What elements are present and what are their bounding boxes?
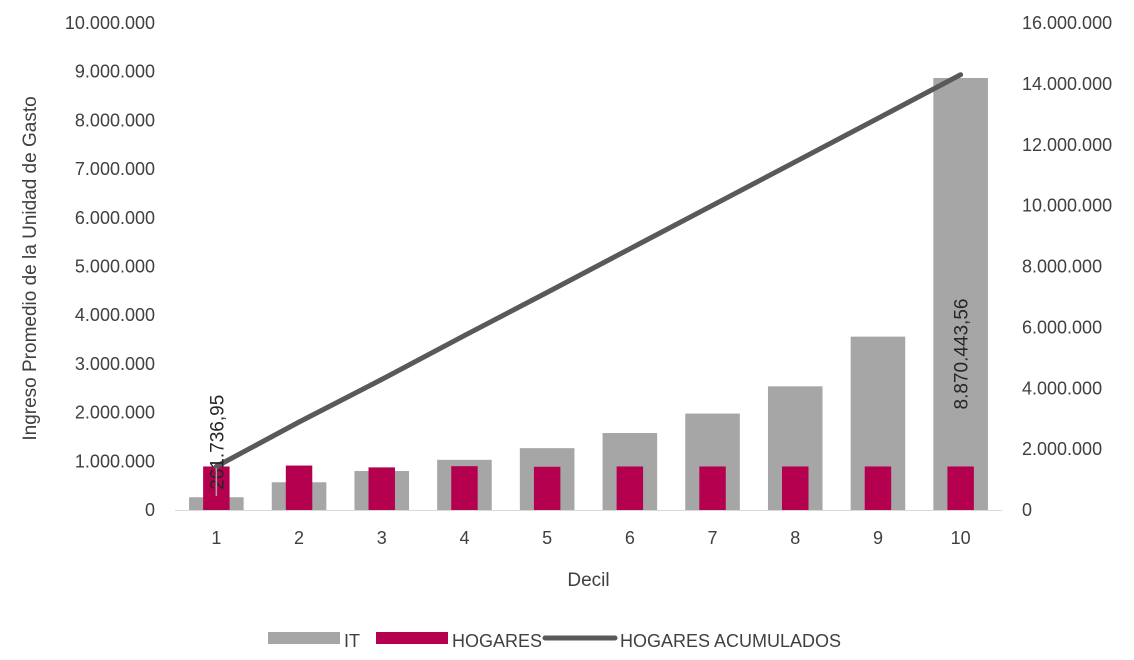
x-tick-label: 1 [211, 528, 221, 548]
right-tick-label: 8.000.000 [1022, 257, 1102, 277]
it-bar [933, 78, 988, 510]
x-tick-label: 5 [542, 528, 552, 548]
hogares-acumulados-line [213, 72, 964, 469]
hogares-bar [616, 466, 644, 510]
legend-label-it: IT [344, 631, 360, 651]
x-axis-ticks: 1 2 3 4 5 6 7 8 9 10 [211, 528, 970, 548]
x-tick-label: 6 [625, 528, 635, 548]
legend-label-hogares-acumulados: HOGARES ACUMULADOS [620, 631, 841, 651]
hogares-bar [864, 466, 892, 510]
right-tick-label: 0 [1022, 500, 1032, 520]
legend-swatch-it [268, 632, 340, 644]
x-tick-label: 4 [459, 528, 469, 548]
data-label: 8.870.443,56 [952, 299, 973, 410]
hogares-bar [947, 466, 974, 510]
right-tick-label: 14.000.000 [1022, 74, 1112, 94]
left-tick-label: 7.000.000 [75, 159, 155, 179]
right-tick-label: 6.000.000 [1022, 317, 1102, 337]
hogares-bar [533, 466, 561, 510]
x-tick-label: 10 [951, 528, 971, 548]
left-tick-label: 2.000.000 [75, 403, 155, 423]
x-tick-label: 9 [873, 528, 883, 548]
left-tick-label: 5.000.000 [75, 257, 155, 277]
right-axis-ticks: 0 2.000.000 4.000.000 6.000.000 8.000.000 10.… [1022, 13, 1112, 520]
data-label: 261.736,95 [207, 395, 228, 490]
left-tick-label: 10.000.000 [65, 13, 155, 33]
it-bars [189, 78, 988, 510]
left-tick-label: 1.000.000 [75, 451, 155, 471]
legend-swatch-hogares [376, 632, 448, 644]
left-tick-label: 9.000.000 [75, 62, 155, 82]
right-tick-label: 12.000.000 [1022, 135, 1112, 155]
left-tick-label: 3.000.000 [75, 354, 155, 374]
x-tick-label: 2 [294, 528, 304, 548]
left-tick-label: 8.000.000 [75, 110, 155, 130]
data-labels: 261.736,95 8.870.443,56 [207, 299, 973, 496]
right-tick-label: 2.000.000 [1022, 439, 1102, 459]
right-tick-label: 16.000.000 [1022, 13, 1112, 33]
hogares-bar [368, 467, 395, 510]
left-tick-label: 4.000.000 [75, 305, 155, 325]
legend-label-hogares: HOGARES [452, 631, 542, 651]
left-tick-label: 0 [145, 500, 155, 520]
right-tick-label: 10.000.000 [1022, 196, 1112, 216]
hogares-acumulados-line-group [213, 72, 964, 469]
right-tick-label: 4.000.000 [1022, 378, 1102, 398]
hogares-bars [203, 465, 974, 510]
legend: IT HOGARES HOGARES ACUMULADOS [268, 631, 841, 651]
x-tick-label: 7 [708, 528, 718, 548]
x-axis-title: Decil [567, 570, 609, 591]
y-axis-title: Ingreso Promedio de la Unidad de Gasto [20, 96, 41, 440]
hogares-bar [782, 466, 809, 510]
x-tick-label: 8 [790, 528, 800, 548]
left-tick-label: 6.000.000 [75, 208, 155, 228]
hogares-bar [451, 466, 478, 510]
hogares-bar [285, 465, 313, 510]
hogares-bar [699, 466, 726, 510]
left-axis-ticks: 0 1.000.000 2.000.000 3.000.000 4.000.000 5.0… [65, 13, 155, 520]
x-tick-label: 3 [377, 528, 387, 548]
